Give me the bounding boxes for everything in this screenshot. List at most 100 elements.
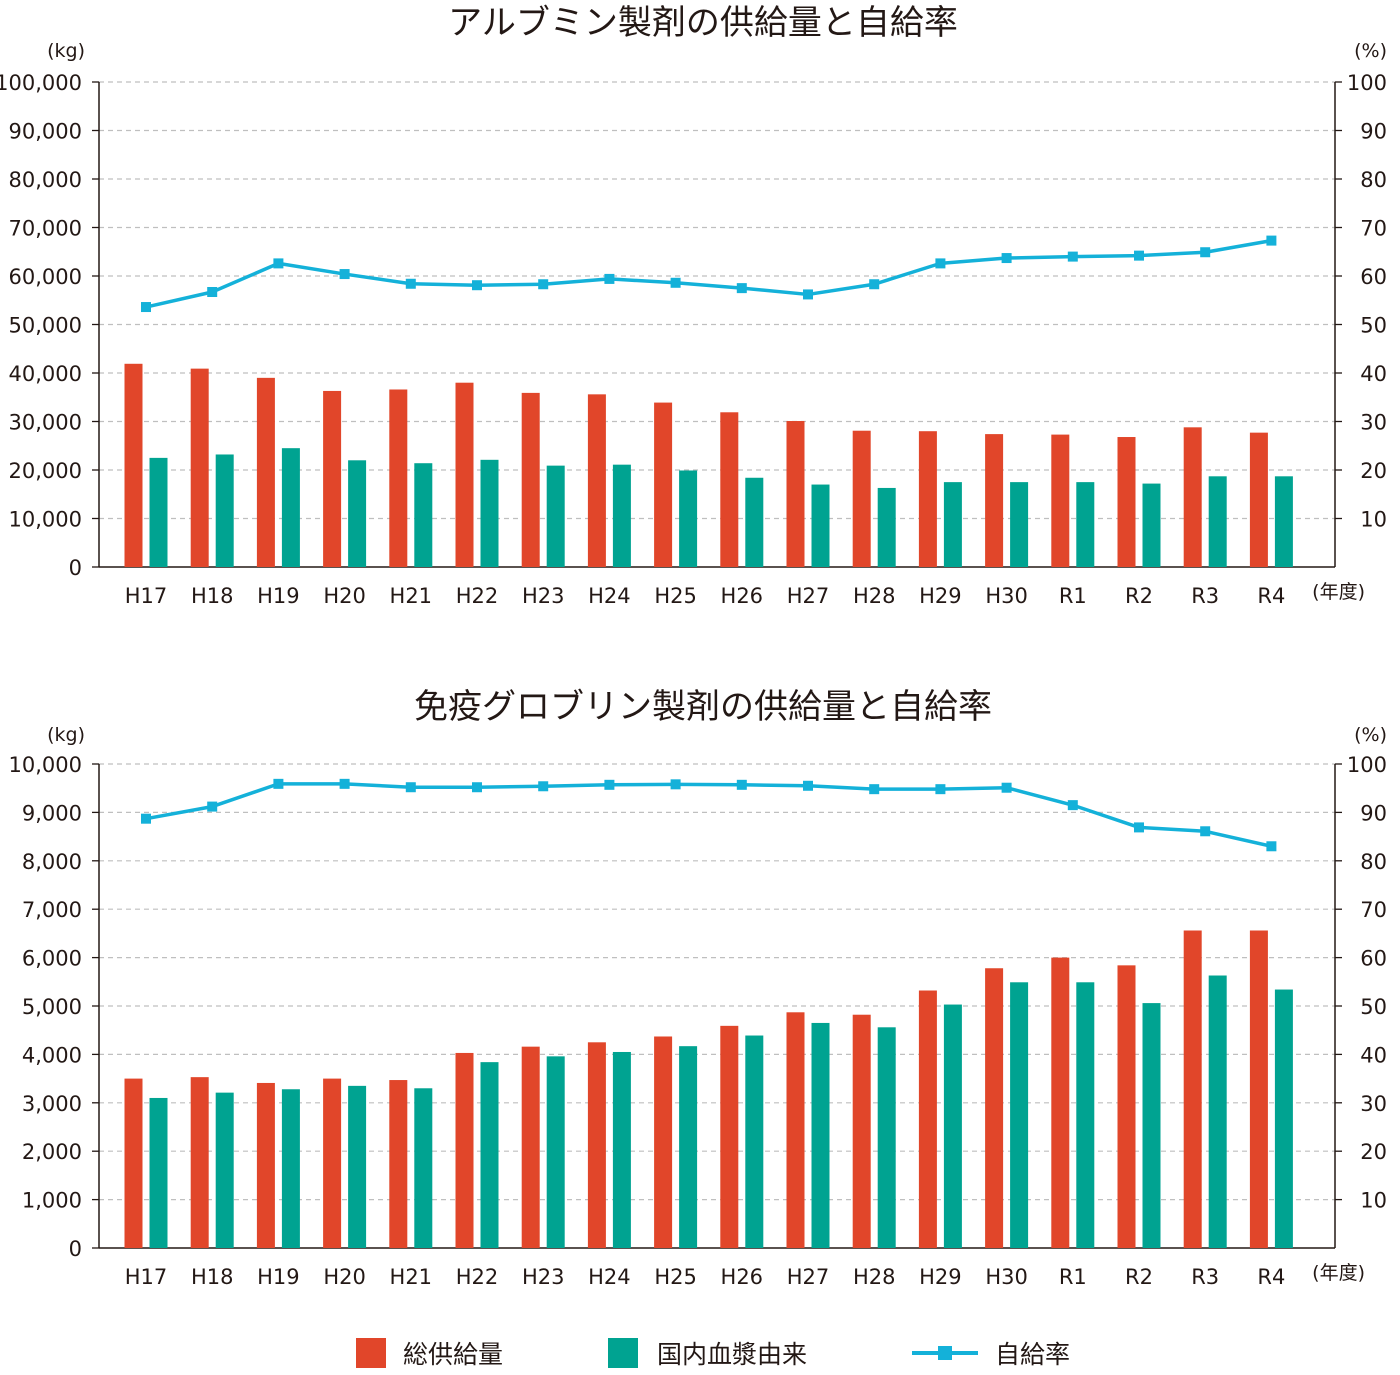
bar-domestic-plasma xyxy=(149,457,168,567)
bar-total-supply xyxy=(587,1042,606,1248)
bar-total-supply xyxy=(1183,930,1202,1248)
x-tick-label: H24 xyxy=(588,1265,631,1289)
bar-domestic-plasma xyxy=(1142,483,1161,567)
left-tick-label: 10,000 xyxy=(9,753,82,777)
bar-total-supply xyxy=(786,1012,805,1248)
right-tick-label: 100 xyxy=(1347,71,1387,95)
right-tick-label: 10 xyxy=(1360,508,1387,532)
x-tick-label: H24 xyxy=(588,584,631,608)
point-self-sufficiency xyxy=(207,801,218,812)
point-self-sufficiency xyxy=(736,779,747,790)
point-self-sufficiency xyxy=(207,287,218,298)
right-tick-label: 30 xyxy=(1360,1092,1387,1116)
legend-label-total-supply: 総供給量 xyxy=(403,1340,503,1369)
point-self-sufficiency xyxy=(1200,247,1211,258)
x-tick-label: H20 xyxy=(323,584,366,608)
left-tick-label: 1,000 xyxy=(22,1189,82,1213)
point-self-sufficiency xyxy=(736,283,747,294)
bar-total-supply xyxy=(654,1036,673,1248)
chart-title: 免疫グロブリン製剤の供給量と自給率 xyxy=(414,687,992,727)
x-tick-label: H25 xyxy=(654,1265,697,1289)
left-tick-label: 3,000 xyxy=(22,1092,82,1116)
bar-total-supply xyxy=(1117,965,1136,1248)
x-tick-label: H28 xyxy=(853,1265,896,1289)
left-tick-label: 5,000 xyxy=(22,995,82,1019)
bar-total-supply xyxy=(190,368,209,567)
point-self-sufficiency xyxy=(935,784,946,795)
bar-total-supply xyxy=(720,412,739,567)
point-self-sufficiency xyxy=(1067,251,1078,262)
point-self-sufficiency xyxy=(1134,822,1144,833)
legend-label-domestic-plasma: 国内血漿由来 xyxy=(657,1340,807,1369)
x-tick-label: R4 xyxy=(1257,1265,1285,1289)
point-self-sufficiency xyxy=(670,779,681,790)
bar-domestic-plasma xyxy=(877,1027,896,1248)
point-self-sufficiency xyxy=(670,277,681,288)
bar-domestic-plasma xyxy=(1076,982,1095,1248)
point-self-sufficiency xyxy=(604,273,615,284)
bar-domestic-plasma xyxy=(1010,982,1029,1248)
bar-total-supply xyxy=(985,968,1004,1248)
bar-domestic-plasma xyxy=(943,1004,962,1248)
left-tick-label: 6,000 xyxy=(22,947,82,971)
point-self-sufficiency xyxy=(472,782,482,793)
bar-total-supply xyxy=(918,431,937,567)
bar-domestic-plasma xyxy=(1142,1003,1161,1248)
bar-total-supply xyxy=(1051,434,1070,567)
bar-total-supply xyxy=(455,382,474,567)
point-self-sufficiency xyxy=(1067,800,1078,811)
left-tick-label: 80,000 xyxy=(9,168,82,192)
left-tick-label: 60,000 xyxy=(9,265,82,289)
x-tick-label: H19 xyxy=(257,1265,300,1289)
left-axis-unit: (kg) xyxy=(47,724,85,746)
point-self-sufficiency xyxy=(405,782,416,793)
point-self-sufficiency xyxy=(273,778,284,789)
x-tick-label: H29 xyxy=(919,584,962,608)
left-tick-label: 100,000 xyxy=(0,71,82,95)
bar-domestic-plasma xyxy=(480,1062,499,1248)
left-tick-label: 4,000 xyxy=(22,1043,82,1067)
bar-total-supply xyxy=(654,402,673,567)
point-self-sufficiency xyxy=(538,279,549,290)
left-tick-label: 7,000 xyxy=(22,898,82,922)
x-tick-label: H20 xyxy=(323,1265,366,1289)
x-axis-unit: (年度) xyxy=(1312,581,1365,603)
point-self-sufficiency xyxy=(273,258,284,269)
bar-domestic-plasma xyxy=(943,482,962,567)
legend-marker-self-sufficiency xyxy=(938,1346,952,1360)
left-tick-label: 2,000 xyxy=(22,1140,82,1164)
right-tick-label: 90 xyxy=(1360,801,1387,825)
point-self-sufficiency xyxy=(803,289,813,300)
bar-domestic-plasma xyxy=(546,1056,565,1248)
x-tick-label: R3 xyxy=(1191,1265,1219,1289)
bar-domestic-plasma xyxy=(281,1089,300,1248)
bar-total-supply xyxy=(256,1082,275,1248)
x-tick-label: H29 xyxy=(919,1265,962,1289)
point-self-sufficiency xyxy=(339,269,350,280)
right-tick-label: 60 xyxy=(1360,947,1387,971)
left-tick-label: 20,000 xyxy=(9,459,82,483)
right-tick-label: 10 xyxy=(1360,1189,1387,1213)
left-tick-label: 9,000 xyxy=(22,801,82,825)
right-tick-label: 100 xyxy=(1347,753,1387,777)
right-tick-label: 50 xyxy=(1360,314,1387,338)
right-tick-label: 40 xyxy=(1360,1043,1387,1067)
x-tick-label: H18 xyxy=(191,1265,234,1289)
left-tick-label: 40,000 xyxy=(9,362,82,386)
bar-total-supply xyxy=(1051,957,1070,1248)
bar-domestic-plasma xyxy=(745,1035,764,1248)
bar-domestic-plasma xyxy=(480,459,499,567)
bar-domestic-plasma xyxy=(1076,482,1095,567)
x-tick-label: H26 xyxy=(721,584,764,608)
bar-domestic-plasma xyxy=(414,463,433,567)
right-tick-label: 70 xyxy=(1360,217,1387,241)
bar-domestic-plasma xyxy=(745,477,764,567)
bar-total-supply xyxy=(985,434,1004,567)
line-self-sufficiency xyxy=(145,238,1272,309)
left-tick-label: 0 xyxy=(69,1237,82,1261)
right-tick-label: 20 xyxy=(1360,459,1387,483)
bar-total-supply xyxy=(455,1052,474,1248)
bar-total-supply xyxy=(852,1014,871,1248)
right-axis-unit: (%) xyxy=(1354,724,1387,746)
